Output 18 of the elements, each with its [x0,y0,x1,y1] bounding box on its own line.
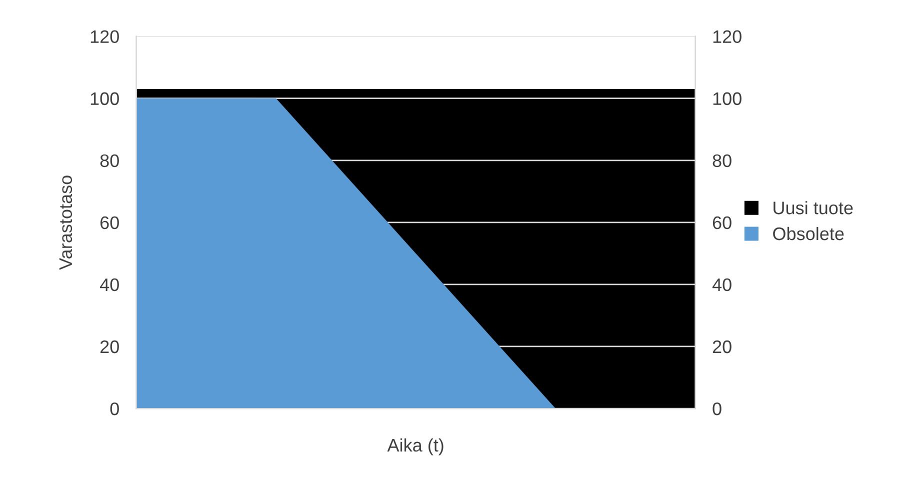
y2-tick-label: 120 [713,30,742,44]
y-tick-label: 100 [90,92,119,106]
y-tick-label: 120 [90,30,119,44]
y-tick-label: 20 [100,340,119,354]
y2-tick-label: 40 [712,278,732,292]
y-axis-title: Varastotaso [59,176,72,270]
y-tick-label: 0 [110,402,119,416]
y2-tick-label: 100 [713,92,742,106]
y2-tick-label: 80 [712,154,732,168]
legend-label: Obsolete [773,226,844,240]
y2-tick-label: 0 [712,402,722,416]
y2-tick-label: 20 [712,340,732,354]
legend-label: Uusi tuote [774,201,853,214]
y-tick-label: 40 [100,278,119,292]
y-tick-label: 80 [100,154,119,168]
x-axis-title: Aika (t) [387,438,444,456]
y2-tick-label: 60 [712,216,732,230]
y-tick-label: 60 [100,216,119,230]
